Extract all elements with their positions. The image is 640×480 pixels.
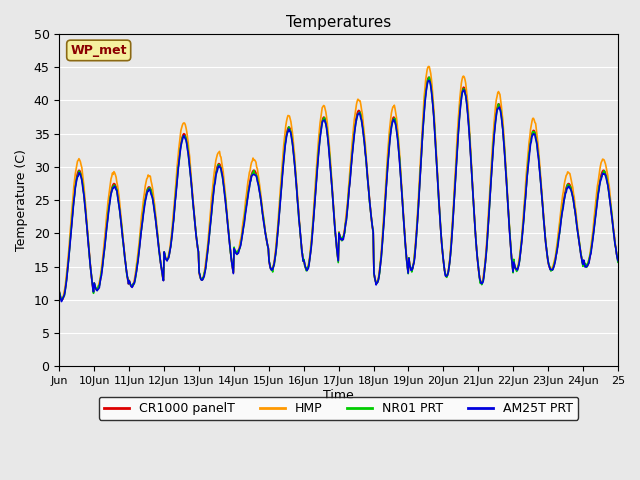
NR01 PRT: [58, 297, 65, 303]
HMP: [58, 296, 66, 302]
HMP: [397, 171, 404, 177]
Line: CR1000 panelT: CR1000 panelT: [60, 77, 618, 300]
NR01 PRT: [225, 226, 232, 231]
Line: NR01 PRT: NR01 PRT: [60, 77, 618, 300]
CR1000 panelT: [225, 227, 232, 232]
CR1000 panelT: [273, 236, 281, 242]
CR1000 panelT: [122, 261, 129, 266]
CR1000 panelT: [58, 297, 66, 303]
NR01 PRT: [252, 171, 260, 177]
NR01 PRT: [614, 259, 622, 265]
HMP: [614, 257, 622, 263]
CR1000 panelT: [56, 289, 63, 295]
NR01 PRT: [426, 74, 433, 80]
AM25T PRT: [225, 227, 232, 233]
HMP: [273, 230, 281, 236]
AM25T PRT: [122, 260, 129, 266]
HMP: [225, 224, 232, 230]
Line: AM25T PRT: AM25T PRT: [60, 80, 618, 301]
Line: HMP: HMP: [60, 66, 618, 299]
HMP: [425, 63, 433, 69]
Y-axis label: Temperature (C): Temperature (C): [15, 149, 28, 251]
HMP: [122, 259, 129, 265]
AM25T PRT: [429, 103, 436, 109]
NR01 PRT: [56, 289, 63, 295]
CR1000 panelT: [252, 170, 260, 176]
NR01 PRT: [397, 177, 404, 182]
AM25T PRT: [397, 176, 404, 182]
Title: Temperatures: Temperatures: [286, 15, 391, 30]
AM25T PRT: [58, 299, 65, 304]
HMP: [252, 159, 260, 165]
CR1000 panelT: [425, 74, 433, 80]
NR01 PRT: [122, 260, 129, 266]
NR01 PRT: [429, 103, 436, 108]
AM25T PRT: [273, 238, 281, 243]
NR01 PRT: [273, 236, 281, 241]
X-axis label: Time: Time: [323, 389, 354, 402]
CR1000 panelT: [429, 101, 436, 107]
Legend: CR1000 panelT, HMP, NR01 PRT, AM25T PRT: CR1000 panelT, HMP, NR01 PRT, AM25T PRT: [99, 397, 579, 420]
AM25T PRT: [252, 173, 260, 179]
CR1000 panelT: [614, 258, 622, 264]
Text: WP_met: WP_met: [70, 44, 127, 57]
CR1000 panelT: [397, 175, 404, 181]
AM25T PRT: [56, 288, 63, 294]
HMP: [429, 94, 436, 100]
HMP: [56, 288, 63, 294]
AM25T PRT: [614, 258, 622, 264]
AM25T PRT: [425, 77, 433, 83]
